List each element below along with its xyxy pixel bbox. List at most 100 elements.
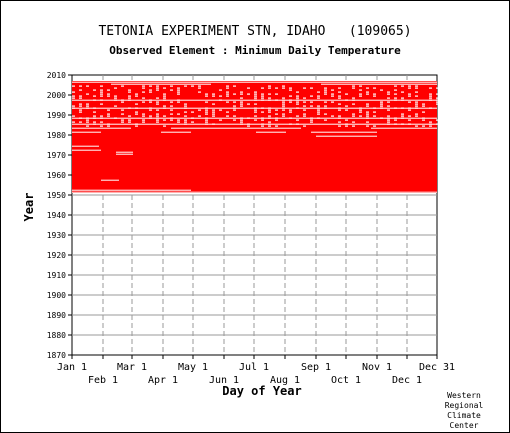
data-gap-speckle xyxy=(296,107,299,109)
x-tick-label: May 1 xyxy=(178,362,208,373)
data-gap-speckle xyxy=(170,101,173,103)
data-gap-speckle xyxy=(184,107,187,109)
data-gap-speckle xyxy=(345,119,348,121)
data-gap-speckle xyxy=(149,89,152,91)
data-gap-speckle xyxy=(254,93,257,95)
data-gap-speckle xyxy=(331,93,334,95)
data-gap-speckle xyxy=(247,125,250,127)
data-gap-speckle xyxy=(205,123,208,125)
data-gap-speckle xyxy=(401,123,404,125)
data-gap-speckle xyxy=(121,99,124,101)
data-gap-speckle xyxy=(387,115,390,117)
x-tick-label: Sep 1 xyxy=(301,362,331,373)
data-gap-speckle xyxy=(429,107,432,109)
data-gap-speckle xyxy=(345,99,348,101)
data-gap-speckle xyxy=(261,87,264,89)
data-gap-speckle xyxy=(254,107,257,109)
data-gap-speckle xyxy=(387,121,390,123)
data-gap-speckle xyxy=(275,119,278,121)
data-gap-speckle xyxy=(324,89,327,91)
data-gap xyxy=(72,191,437,193)
data-gap-speckle xyxy=(205,113,208,115)
data-gap-speckle xyxy=(191,111,194,113)
data-gap-speckle xyxy=(275,125,278,127)
data-gap-speckle xyxy=(100,117,103,119)
data-gap-speckle xyxy=(177,99,180,101)
data-gap-speckle xyxy=(184,103,187,105)
data-gap-speckle xyxy=(352,97,355,99)
data-gap-speckle xyxy=(394,123,397,125)
data-gap-speckle xyxy=(254,95,257,97)
data-gap-speckle xyxy=(436,103,439,105)
data-gap-speckle xyxy=(366,103,369,105)
data-gap-speckle xyxy=(163,93,166,95)
data-gap-speckle xyxy=(247,123,250,125)
data-gap-speckle xyxy=(268,99,271,101)
y-tick-label: 1880 xyxy=(47,331,66,340)
data-gap-speckle xyxy=(205,107,208,109)
data-gap-speckle xyxy=(156,121,159,123)
data-gap-speckle xyxy=(128,95,131,97)
data-gap-speckle xyxy=(163,107,166,109)
data-gap-speckle xyxy=(296,99,299,101)
data-gap-speckle xyxy=(107,93,110,95)
data-gap-speckle xyxy=(352,85,355,87)
data-gap-speckle xyxy=(261,99,264,101)
data-gap-speckle xyxy=(331,101,334,103)
data-gap-speckle xyxy=(324,105,327,107)
data-gap-speckle xyxy=(282,101,285,103)
x-tick-label: Dec 1 xyxy=(392,375,422,386)
data-gap xyxy=(161,131,191,133)
data-gap xyxy=(111,83,211,85)
data-gap-speckle xyxy=(387,91,390,93)
chart-title: TETONIA EXPERIMENT STN, IDAHO (109065) xyxy=(98,24,412,39)
y-tick-label: 1950 xyxy=(47,191,66,200)
y-tick-label: 1960 xyxy=(47,171,66,180)
data-gap-speckle xyxy=(352,121,355,123)
data-gap-speckle xyxy=(373,87,376,89)
data-gap-speckle xyxy=(128,99,131,101)
data-gap-speckle xyxy=(212,95,215,97)
data-gap-speckle xyxy=(191,121,194,123)
data-gap-speckle xyxy=(289,111,292,113)
data-gap-speckle xyxy=(401,117,404,119)
data-gap-speckle xyxy=(177,87,180,89)
data-gap-speckle xyxy=(226,101,229,103)
data-gap-speckle xyxy=(198,87,201,89)
data-gap-speckle xyxy=(303,125,306,127)
data-gap-speckle xyxy=(240,91,243,93)
data-gap-speckle xyxy=(289,87,292,89)
data-gap-speckle xyxy=(254,119,257,121)
data-gap-speckle xyxy=(282,103,285,105)
data-gap-speckle xyxy=(352,99,355,101)
chart-subtitle: Observed Element : Minimum Daily Tempera… xyxy=(109,44,401,57)
data-gap-speckle xyxy=(352,103,355,105)
x-tick-label: Jul 1 xyxy=(239,362,269,373)
data-gap-speckle xyxy=(429,87,432,89)
data-gap-speckle xyxy=(296,119,299,121)
data-gap-speckle xyxy=(226,111,229,113)
data-gap-speckle xyxy=(93,111,96,113)
data-gap-speckle xyxy=(408,107,411,109)
data-gap-speckle xyxy=(177,91,180,93)
data-gap-speckle xyxy=(233,101,236,103)
data-gap-speckle xyxy=(128,121,131,123)
data-gap-speckle xyxy=(268,125,271,127)
x-axis-ticks: Jan 1 Mar 1 May 1 Jul 1 Sep 1 Nov 1 Dec 31 Feb … xyxy=(57,355,455,386)
data-gap-speckle xyxy=(387,123,390,125)
data-gap-speckle xyxy=(415,101,418,103)
data-gap-speckle xyxy=(226,85,229,87)
data-gap-speckle xyxy=(282,97,285,99)
data-gap-speckle xyxy=(254,91,257,93)
data-gap-speckle xyxy=(303,113,306,115)
data-gap-speckle xyxy=(205,111,208,113)
data-gap-speckle xyxy=(128,97,131,99)
data-gap-speckle xyxy=(436,93,439,95)
data-gap xyxy=(311,131,377,133)
data-gap-speckle xyxy=(317,95,320,97)
data-gap-speckle xyxy=(394,93,397,95)
data-gap-speckle xyxy=(345,125,348,127)
data-gap-speckle xyxy=(282,109,285,111)
data-gap-speckle xyxy=(135,95,138,97)
data-gap xyxy=(72,127,131,129)
